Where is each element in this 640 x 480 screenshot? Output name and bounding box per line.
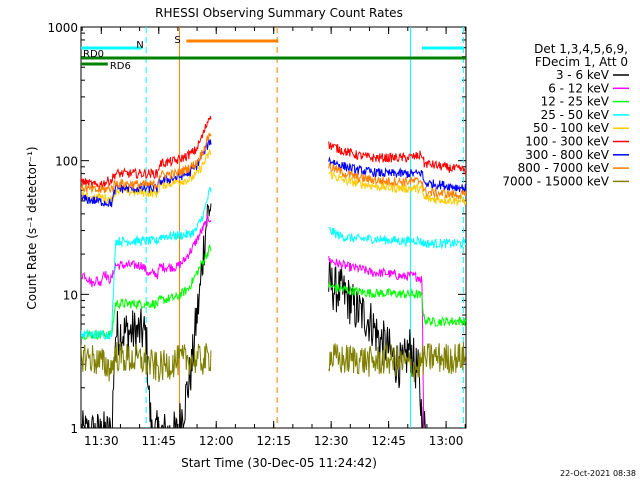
x-tick-label: 11:45 [141, 434, 176, 448]
legend-label: 3 - 6 keV [556, 68, 610, 82]
series-line-1 [81, 213, 425, 428]
x-axis-label: Start Time (30-Dec-05 11:24:42) [181, 456, 377, 470]
legend-label: 800 - 7000 keV [518, 161, 610, 175]
legend-label: 100 - 300 keV [525, 135, 609, 149]
plot-frame [80, 26, 467, 429]
series-line-0 [81, 203, 426, 428]
legend-label: 300 - 800 keV [525, 148, 609, 162]
series-group [81, 116, 466, 428]
flag-label-s: S [174, 35, 180, 46]
x-tick-label: 11:30 [84, 434, 119, 448]
series-line-8 [81, 341, 466, 383]
legend-label: 6 - 12 keV [548, 81, 610, 95]
legend-label: 50 - 100 keV [533, 121, 610, 135]
footer-timestamp: 22-Oct-2021 08:38 [560, 469, 636, 478]
flag-label-n: N [136, 40, 143, 51]
y-tick-label: 100 [55, 155, 78, 169]
series-line-5 [81, 116, 466, 190]
y-tick-label: 1 [70, 422, 78, 436]
legend-label: 25 - 50 keV [541, 108, 610, 122]
x-tick-label: 13:00 [429, 434, 464, 448]
y-axis-label: Count Rate (s⁻¹ detector⁻¹) [25, 146, 39, 309]
x-tick-label: 12:15 [256, 434, 291, 448]
plot-layer: 1 10 100 1000 11:30 11:45 12:00 12:15 12:30 12:45… [47, 21, 467, 448]
x-tick-label: 12:00 [199, 434, 234, 448]
legend-label: 7000 - 15000 keV [502, 174, 609, 188]
chart-title: RHESSI Observing Summary Count Rates [155, 6, 403, 20]
x-tick-label: 12:30 [314, 434, 349, 448]
legend-label: 12 - 25 keV [541, 95, 610, 109]
series-line-3 [81, 187, 466, 340]
x-tick-label: 12:45 [371, 434, 406, 448]
legend-header-line-1: Det 1,3,4,5,6,9, [534, 42, 628, 56]
legend-header-line-2: FDecim 1, Att 0 [535, 55, 628, 69]
y-tick-label: 1000 [47, 21, 78, 35]
flag-label-rd6: RD6 [110, 61, 131, 72]
series-line-7 [81, 132, 466, 200]
series-line-4 [81, 149, 466, 207]
flag-label-rd0: RD0 [83, 49, 104, 60]
y-tick-label: 10 [63, 288, 78, 302]
